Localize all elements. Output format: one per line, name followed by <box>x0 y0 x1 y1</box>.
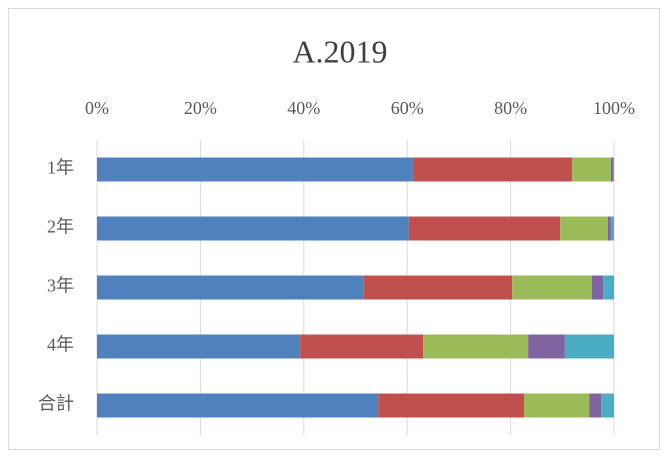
bar-segment <box>607 216 611 241</box>
bar-segment <box>572 157 611 182</box>
y-tick-label: 4年 <box>47 335 74 355</box>
bar-segment <box>528 334 565 359</box>
bar-segment <box>610 216 614 241</box>
bar-segment <box>591 275 604 300</box>
bar-segment <box>97 334 301 359</box>
bar-segment <box>412 157 573 182</box>
x-tick-label: 40% <box>287 98 320 118</box>
bar-segment <box>97 275 364 300</box>
bar-segment <box>300 334 424 359</box>
bar-segment <box>524 393 590 418</box>
x-tick-label: 80% <box>494 98 527 118</box>
bar-segment <box>97 393 379 418</box>
bar-segment <box>423 334 529 359</box>
bar-segment <box>612 157 614 182</box>
x-tick-label: 0% <box>85 98 109 118</box>
bar-segment <box>601 393 614 418</box>
y-tick-label: 合計 <box>38 394 74 414</box>
y-tick-label: 2年 <box>47 217 74 237</box>
x-tick-label: 20% <box>184 98 217 118</box>
x-tick-label: 100% <box>593 98 635 118</box>
bar-segment <box>97 157 413 182</box>
bar-segment <box>363 275 513 300</box>
bar-segment <box>564 334 614 359</box>
bar-segment <box>512 275 592 300</box>
chart-title: A.2019 <box>292 33 387 69</box>
y-tick-label: 1年 <box>47 158 74 178</box>
bar-segment <box>408 216 561 241</box>
bar-segment <box>97 216 409 241</box>
x-tick-label: 60% <box>391 98 424 118</box>
bar-segment <box>589 393 602 418</box>
y-tick-label: 3年 <box>47 276 74 296</box>
bar-segment <box>378 393 525 418</box>
bar-segment <box>610 157 613 182</box>
bar-segment <box>560 216 608 241</box>
bar-segment <box>603 275 614 300</box>
